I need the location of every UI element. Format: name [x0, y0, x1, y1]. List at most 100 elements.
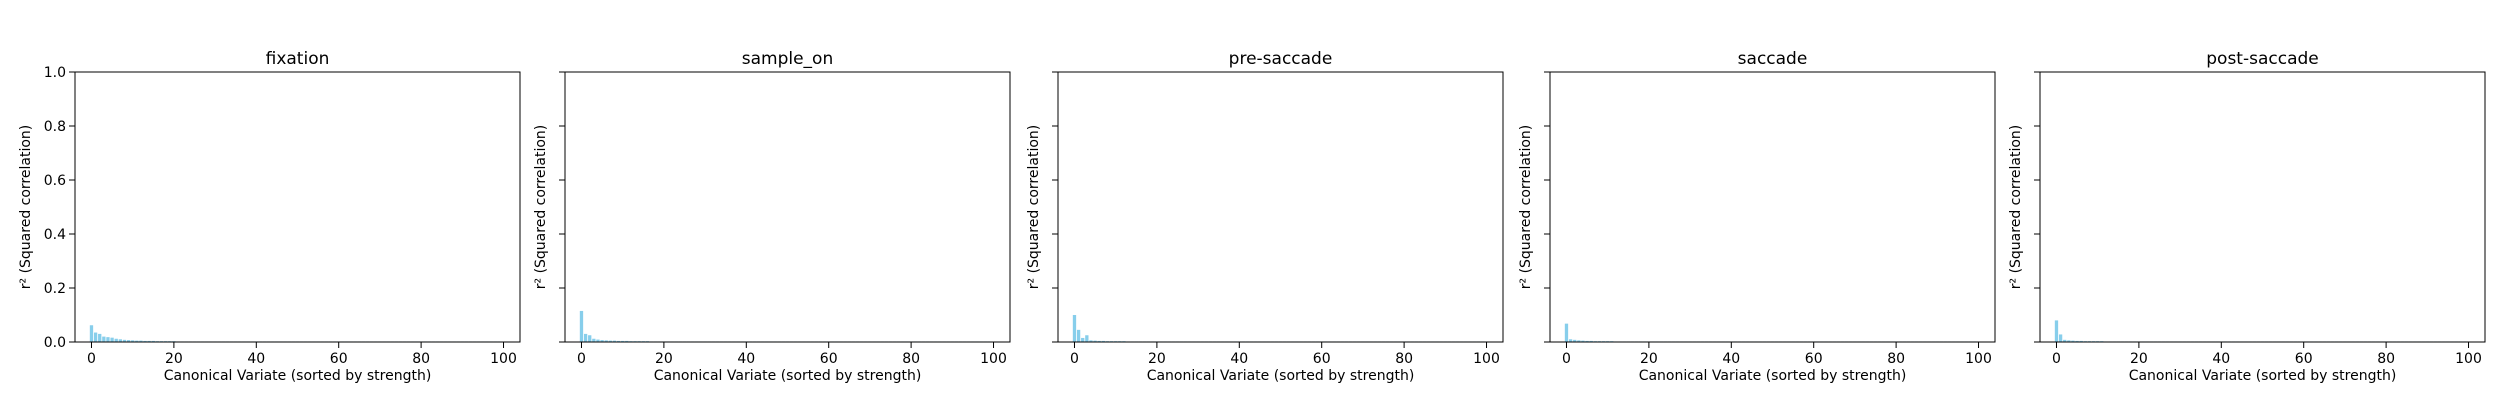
bar	[1101, 340, 1105, 342]
x-axis-label: Canonical Variate (sorted by strength)	[1639, 368, 1907, 384]
y-tick-label: 0.8	[44, 119, 66, 135]
bar	[147, 340, 151, 342]
x-tick-label: 100	[1965, 351, 1992, 367]
axes-frame	[564, 71, 1011, 343]
x-tick-label: 60	[2295, 351, 2313, 367]
y-tick-label: 0.2	[44, 281, 66, 297]
bar	[1564, 323, 1569, 342]
chart-title: saccade	[1738, 49, 1808, 69]
x-tick-label: 20	[2130, 351, 2148, 367]
chart-panel-4: 0 20 40 60 80 100 post-saccade Canonical Variat…	[2008, 49, 2486, 384]
x-tick-label: 40	[2212, 351, 2230, 367]
axes-frame	[1057, 71, 1504, 343]
bar	[106, 337, 110, 342]
chart-panel-1: 0 20 40 60 80 100 sample_on Canonical Variate (…	[533, 49, 1011, 384]
x-tick-label: 0	[87, 351, 96, 367]
x-tick-label: 60	[330, 351, 348, 367]
bar	[612, 340, 617, 342]
bar	[579, 310, 584, 342]
bar	[2058, 334, 2063, 342]
bar	[122, 339, 127, 342]
y-axis-label: r² (Squared correlation)	[1026, 125, 1042, 290]
x-axis-label: Canonical Variate (sorted by strength)	[2129, 368, 2397, 384]
bar	[2071, 340, 2075, 342]
bar	[1577, 340, 1581, 342]
bar	[118, 339, 122, 342]
x-tick-label: 100	[490, 351, 517, 367]
x-tick-label: 20	[165, 351, 183, 367]
x-tick-label: 80	[412, 351, 430, 367]
x-tick-label: 60	[1313, 351, 1331, 367]
bar	[596, 339, 600, 342]
x-tick-label: 40	[247, 351, 265, 367]
bar	[625, 340, 629, 342]
y-tick-label: 0.6	[44, 173, 66, 189]
bar	[604, 340, 608, 342]
bar	[151, 340, 155, 342]
x-tick-label: 80	[902, 351, 920, 367]
bar	[1568, 339, 1573, 342]
x-tick-label: 80	[2377, 351, 2395, 367]
x-tick-label: 0	[577, 351, 586, 367]
bar	[2079, 340, 2083, 342]
y-tick-label: 1.0	[44, 65, 66, 81]
bar	[1093, 340, 1097, 342]
x-tick-label: 0	[2052, 351, 2061, 367]
x-tick-label: 60	[820, 351, 838, 367]
x-tick-label: 0	[1070, 351, 1079, 367]
bar	[135, 340, 139, 342]
y-axis-label: r² (Squared correlation)	[18, 125, 34, 290]
bar	[1589, 340, 1593, 342]
bar	[110, 337, 114, 342]
x-tick-label: 100	[980, 351, 1007, 367]
bar	[592, 338, 596, 342]
bar	[2063, 339, 2067, 342]
bar	[608, 340, 612, 342]
bar	[621, 340, 625, 342]
bar	[588, 335, 592, 342]
x-axis-label: Canonical Variate (sorted by strength)	[1147, 368, 1415, 384]
bar	[1072, 315, 1077, 342]
bar	[143, 340, 147, 342]
bar	[1581, 340, 1585, 342]
axes-frame	[74, 71, 521, 343]
bar	[102, 336, 106, 342]
x-tick-label: 80	[1887, 351, 1905, 367]
bar	[1085, 335, 1089, 342]
chart-title: sample_on	[742, 49, 833, 69]
bar	[616, 340, 621, 342]
x-tick-label: 100	[2455, 351, 2482, 367]
bar	[583, 333, 588, 342]
y-tick-label: 0.0	[44, 335, 66, 351]
axes-frame	[1549, 71, 1996, 343]
chart-panel-2: 0 20 40 60 80 100 pre-saccade Canonical Variate…	[1026, 49, 1504, 384]
bar	[2054, 320, 2059, 342]
bar	[114, 338, 118, 342]
bar	[1076, 329, 1081, 342]
x-tick-label: 0	[1562, 351, 1571, 367]
x-tick-label: 20	[1148, 351, 1166, 367]
bar	[126, 340, 131, 342]
x-tick-label: 40	[1230, 351, 1248, 367]
x-axis-label: Canonical Variate (sorted by strength)	[654, 368, 922, 384]
y-axis-label: r² (Squared correlation)	[533, 125, 549, 290]
x-tick-label: 40	[737, 351, 755, 367]
x-tick-label: 60	[1805, 351, 1823, 367]
chart-title: fixation	[266, 49, 330, 69]
bar	[139, 340, 143, 342]
bar	[2075, 340, 2079, 342]
chart-panel-3: 0 20 40 60 80 100 saccade Canonical Variate (so…	[1518, 49, 1996, 384]
bar	[1585, 340, 1589, 342]
axes-frame	[2039, 71, 2486, 343]
bar	[1573, 339, 1577, 342]
bar	[93, 332, 98, 342]
x-axis-label: Canonical Variate (sorted by strength)	[164, 368, 432, 384]
bar	[1081, 337, 1085, 342]
bar	[1089, 340, 1093, 342]
x-tick-label: 100	[1473, 351, 1500, 367]
y-tick-label: 0.4	[44, 227, 66, 243]
chart-title: pre-saccade	[1229, 49, 1333, 69]
bar	[98, 333, 102, 342]
chart-title: post-saccade	[2206, 49, 2318, 69]
